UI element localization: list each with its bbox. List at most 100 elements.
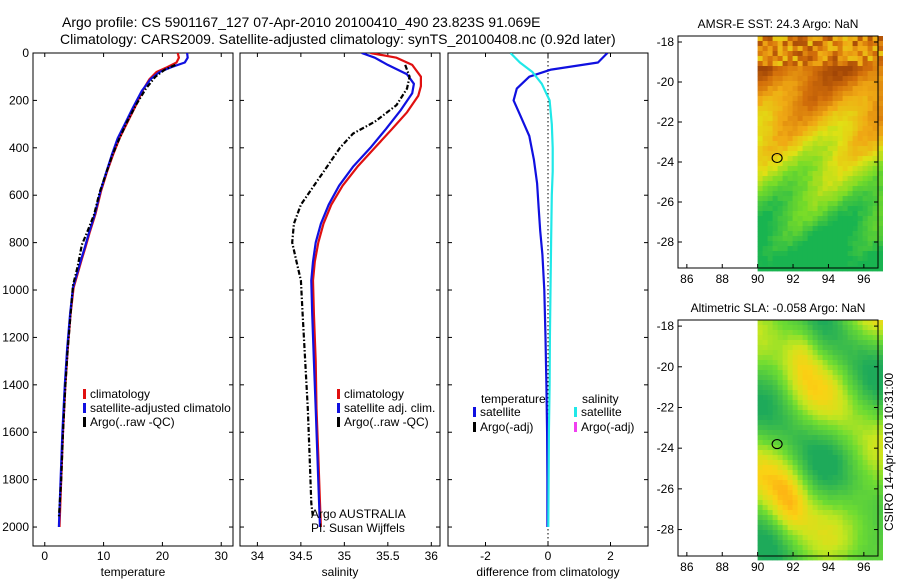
map-cell [842,325,848,331]
map-cell [857,470,863,476]
map-cell [792,81,798,87]
map-cell [817,181,823,187]
map-cell [862,355,868,361]
map-cell [862,261,868,267]
map-cell [872,360,878,366]
map-cell [777,96,783,102]
map-cell [872,226,878,232]
map-cell [772,141,778,147]
map-cell [842,146,848,152]
map-cell [787,96,793,102]
map-cell [867,156,873,162]
map-cell [837,400,843,406]
map-cell [852,211,858,217]
map-cell [807,430,813,436]
map-cell [807,495,813,501]
map-cell [772,430,778,436]
y-tick-label: 400 [9,141,29,155]
map-cell [792,440,798,446]
map-cell [822,550,828,556]
map-cell [772,525,778,531]
map-cell [842,550,848,556]
map-cell [787,81,793,87]
map-cell [862,266,868,272]
map-cell [797,81,803,87]
map-cell [777,141,783,147]
map-cell [777,146,783,152]
map-cell [797,56,803,62]
map-cell [837,350,843,356]
map-cell [767,46,773,52]
map-cell [757,86,763,92]
map-cell [832,545,838,551]
map-cell [802,350,808,356]
x-tick-label: 0 [41,549,48,563]
map-cell [867,415,873,421]
map-cell [802,515,808,521]
map-cell [822,330,828,336]
map-cell [777,201,783,207]
map-cell [792,390,798,396]
map-cell [847,161,853,167]
map-cell [757,470,763,476]
map-cell [802,181,808,187]
map-cell [852,146,858,152]
map-cell [772,231,778,237]
map-x-tick-label: 90 [751,560,765,574]
map-cell [852,530,858,536]
map-cell [827,320,833,326]
map-cell [862,555,868,561]
map-cell [847,111,853,117]
map-cell [792,256,798,262]
map-cell [837,340,843,346]
map-cell [867,490,873,496]
map-cell [827,121,833,127]
map-cell [792,241,798,247]
map-cell [802,71,808,77]
map-cell [772,415,778,421]
map-cell [867,171,873,177]
map-cell [837,196,843,202]
map-cell [872,126,878,132]
map-cell [762,470,768,476]
map-cell [797,390,803,396]
map-cell [847,380,853,386]
map-cell [772,355,778,361]
map-cell [812,510,818,516]
map-cell [792,181,798,187]
map-cell [802,126,808,132]
map-cell [782,81,788,87]
map-cell [762,425,768,431]
map-cell [797,41,803,47]
map-cell [792,540,798,546]
map-cell [762,196,768,202]
map-cell [782,490,788,496]
map-cell [772,171,778,177]
map-cell [782,380,788,386]
map-cell [812,410,818,416]
x-axis-label: salinity [322,565,359,579]
map-cell [787,405,793,411]
map-cell [852,131,858,137]
argo-owner-text: Argo AUSTRALIA [311,507,406,521]
map-cell [802,171,808,177]
map-cell [867,380,873,386]
map-cell [837,111,843,117]
map-cell [782,226,788,232]
map-cell [797,385,803,391]
map-cell [762,161,768,167]
map-cell [777,470,783,476]
map-cell [847,505,853,511]
map-cell [812,430,818,436]
map-cell [802,221,808,227]
map-cell [827,211,833,217]
map-cell [757,390,763,396]
map-cell [762,400,768,406]
map-cell [862,540,868,546]
map-cell [832,390,838,396]
map-cell [772,206,778,212]
map-cell [772,540,778,546]
map-cell [787,216,793,222]
map-cell [777,455,783,461]
map-cell [757,440,763,446]
